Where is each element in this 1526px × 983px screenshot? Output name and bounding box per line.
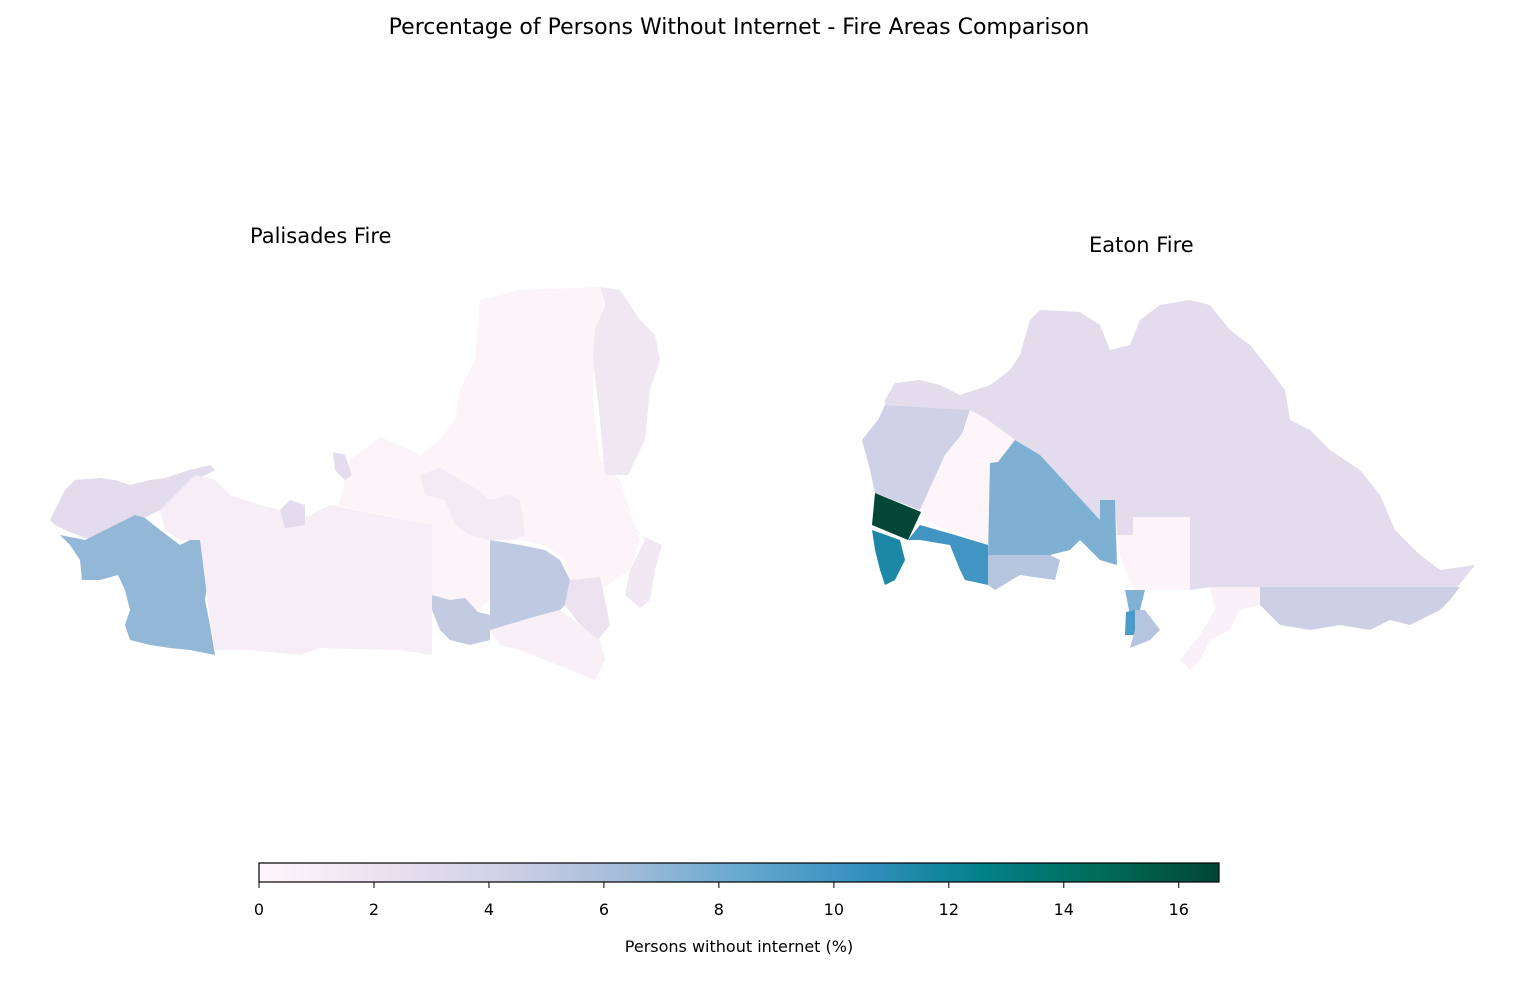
palisades-region: [280, 500, 305, 528]
eaton-region: [872, 493, 921, 540]
eaton-region: [1260, 587, 1460, 630]
eaton-region: [988, 555, 1060, 590]
eaton-region: [872, 530, 905, 585]
palisades-map-title: Palisades Fire: [250, 224, 392, 248]
eaton-map: [862, 300, 1475, 670]
palisades-region: [620, 510, 662, 608]
palisades-region: [593, 287, 660, 475]
colorbar-tick-label: 4: [483, 900, 495, 919]
palisades-region: [432, 595, 490, 645]
palisades-region: [420, 468, 525, 540]
palisades-region: [60, 515, 215, 655]
colorbar: [258, 862, 1220, 883]
eaton-region: [1117, 517, 1190, 590]
eaton-region: [908, 525, 988, 585]
eaton-region: [1125, 590, 1145, 615]
colorbar-tick-label: 2: [368, 900, 380, 919]
eaton-map-title: Eaton Fire: [1089, 233, 1194, 257]
palisades-region: [160, 475, 432, 655]
palisades-region: [490, 540, 570, 630]
colorbar-label: Persons without internet (%): [624, 937, 854, 956]
eaton-region: [862, 405, 970, 510]
eaton-region: [920, 410, 1015, 545]
palisades-map: [50, 287, 662, 680]
colorbar-tick-label: 10: [823, 900, 845, 919]
colorbar-tick-label: 12: [938, 900, 959, 919]
palisades-region: [50, 465, 215, 540]
colorbar-tick-label: 14: [1053, 900, 1074, 919]
chart-title: Percentage of Persons Without Internet -…: [388, 15, 1090, 40]
palisades-region: [490, 610, 605, 680]
colorbar-tick-label: 16: [1168, 900, 1189, 919]
colorbar-tick-label: 8: [713, 900, 724, 919]
colorbar-ticks: [258, 882, 1180, 888]
palisades-region: [335, 287, 640, 612]
palisades-region: [565, 577, 610, 640]
eaton-region: [885, 300, 1475, 590]
palisades-region: [333, 452, 352, 480]
eaton-region: [988, 440, 1117, 565]
colorbar-tick-label: 0: [253, 900, 265, 919]
colorbar-tick-label: 6: [598, 900, 609, 919]
eaton-region: [1180, 587, 1260, 670]
eaton-region: [1130, 610, 1160, 648]
eaton-region: [1125, 610, 1135, 635]
